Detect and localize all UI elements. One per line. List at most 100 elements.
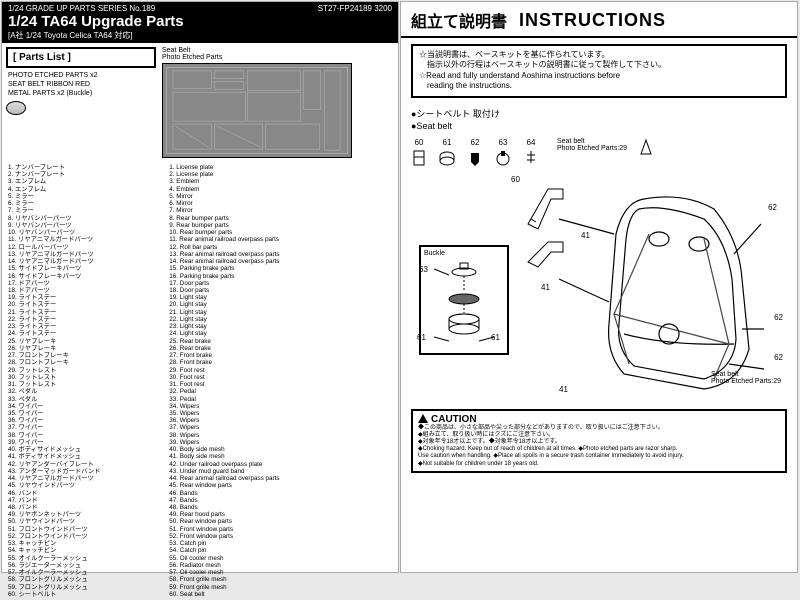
list-item: 19. Light stay bbox=[169, 294, 392, 301]
buckle-c63: 63 bbox=[419, 265, 428, 274]
list-item: 23. ライトステー bbox=[8, 323, 169, 330]
list-item: 9. Rear bumper parts bbox=[169, 222, 392, 229]
list-item: 10. Rear bumper parts bbox=[169, 229, 392, 236]
list-item: 29. フットレスト bbox=[8, 367, 169, 374]
part-64: 64 bbox=[523, 138, 539, 167]
list-item: 42. Under railroad overpass plate bbox=[169, 461, 392, 468]
list-item: 31. Foot rest bbox=[169, 381, 392, 388]
c41b: 41 bbox=[541, 283, 550, 292]
list-item: 25. リヤブレーキ bbox=[8, 338, 169, 345]
list-item: 2. License plate bbox=[169, 171, 392, 178]
list-item: 29. Foot rest bbox=[169, 367, 392, 374]
list-item: 20. ライトステー bbox=[8, 301, 169, 308]
list-item: 22. ライトステー bbox=[8, 316, 169, 323]
parts-list-box: [ Parts List ] bbox=[6, 47, 156, 68]
list-item: 28. フロントブレーキ bbox=[8, 359, 169, 366]
list-item: 34. Wipers bbox=[169, 403, 392, 410]
list-item: 27. フロントブレーキ bbox=[8, 352, 169, 359]
list-item: 59. フロントグリルメッシュ bbox=[8, 584, 169, 591]
list-item: 57. Oil cooler mesh bbox=[169, 569, 392, 576]
list-item: 39. ワイパー bbox=[8, 439, 169, 446]
list-item: 53. Catch pin bbox=[169, 540, 392, 547]
list-item: 9. リヤバンパーパーツ bbox=[8, 222, 169, 229]
c41a: 41 bbox=[581, 231, 590, 240]
part-61-icon bbox=[439, 149, 455, 167]
list-item: 19. ライトステー bbox=[8, 294, 169, 301]
list-item: 1. License plate bbox=[169, 164, 392, 171]
triangle-icon bbox=[639, 138, 653, 156]
buckle-c61b: 61 bbox=[491, 333, 500, 342]
list-item: 46. バンド bbox=[8, 490, 169, 497]
list-item: 38. Wipers bbox=[169, 432, 392, 439]
list-item: 6. Mirror bbox=[169, 200, 392, 207]
list-item: 60. シートベルト bbox=[8, 591, 169, 598]
list-item: 30. Foot rest bbox=[169, 374, 392, 381]
list-item: 43. Under mud guard band bbox=[169, 468, 392, 475]
right-en-title: INSTRUCTIONS bbox=[519, 10, 666, 31]
list-item: 34. ワイパー bbox=[8, 403, 169, 410]
list-item: 38. ワイパー bbox=[8, 432, 169, 439]
list-item: 50. Rear window parts bbox=[169, 518, 392, 525]
c62b: 62 bbox=[774, 313, 783, 322]
part-60: 60 bbox=[411, 138, 427, 167]
list-item: 26. リヤブレーキ bbox=[8, 345, 169, 352]
list-item: 26. Rear brake bbox=[169, 345, 392, 352]
etched-inner bbox=[166, 67, 348, 154]
section-labels: ●シートベルト 取付け ●Seat belt bbox=[401, 104, 797, 134]
diagram-area: 60 Buckle 63 61 61 bbox=[411, 175, 787, 405]
list-item: 11. Rear animal railroad overpass parts bbox=[169, 236, 392, 243]
list-item: 32. Pedal bbox=[169, 388, 392, 395]
list-item: 23. Light stay bbox=[169, 323, 392, 330]
section-jp: ●シートベルト 取付け bbox=[411, 107, 787, 120]
c41c: 41 bbox=[559, 385, 568, 394]
belt-area: Seat Belt Photo Etched Parts bbox=[156, 47, 394, 158]
note-box: ☆当説明書は、ベースキットを基に作られています。 指示以外の行程はベースキットの… bbox=[411, 44, 787, 98]
part-63-icon bbox=[495, 149, 511, 167]
callout-60: 60 bbox=[511, 175, 520, 184]
list-item: 58. フロントグリルメッシュ bbox=[8, 576, 169, 583]
list-item: 5. ミラー bbox=[8, 193, 169, 200]
list-item: 27. Front brake bbox=[169, 352, 392, 359]
caution-text: ◆この商品は、小さな部品や尖った部分などがありますので、取り扱いにはご注意下さい… bbox=[418, 425, 780, 468]
list-item: 16. Parking brake parts bbox=[169, 273, 392, 280]
list-item: 7. ミラー bbox=[8, 207, 169, 214]
list-item: 18. ドアパーツ bbox=[8, 287, 169, 294]
list-item: 49. Rear hood parts bbox=[169, 511, 392, 518]
parts-list-title: [ Parts List ] bbox=[13, 52, 149, 63]
list-item: 41. Body side mesh bbox=[169, 453, 392, 460]
list-item: 45. Rear window parts bbox=[169, 482, 392, 489]
list-item: 17. ドアパーツ bbox=[8, 280, 169, 287]
list-item: 40. ボディサイドメッシュ bbox=[8, 446, 169, 453]
list-item: 35. ワイパー bbox=[8, 410, 169, 417]
list-item: 12. ロールバーパーツ bbox=[8, 244, 169, 251]
list-item: 8. リヤバンパーパーツ bbox=[8, 215, 169, 222]
list-item: 24. ライトステー bbox=[8, 330, 169, 337]
list-item: 10. リヤバンパーパーツ bbox=[8, 229, 169, 236]
parts-list-items: PHOTO ETCHED PARTS x2 SEAT BELT RIBBON R… bbox=[6, 68, 156, 101]
caution-title: CAUTION bbox=[418, 414, 780, 425]
list-item: 21. Light stay bbox=[169, 309, 392, 316]
photo-etched-sheet bbox=[162, 63, 352, 158]
c62a: 62 bbox=[768, 203, 777, 212]
jp-column: 1. ナンバープレート2. ナンバープレート3. エンブレム4. エンブレム5.… bbox=[8, 164, 169, 598]
list-item: 48. Bands bbox=[169, 504, 392, 511]
list-item: 4. エンブレム bbox=[8, 186, 169, 193]
list-item: 3. Emblem bbox=[169, 178, 392, 185]
part-61: 61 bbox=[439, 138, 455, 167]
list-item: 46. Bands bbox=[169, 490, 392, 497]
list-item: 17. Door parts bbox=[169, 280, 392, 287]
en-column: 1. License plate2. License plate3. Emble… bbox=[169, 164, 392, 598]
list-item: 24. Light stay bbox=[169, 330, 392, 337]
list-item: 35. Wipers bbox=[169, 410, 392, 417]
list-item: 6. ミラー bbox=[8, 200, 169, 207]
list-item: 25. Rear brake bbox=[169, 338, 392, 345]
caution-box: CAUTION ◆この商品は、小さな部品や尖った部分などがありますので、取り扱い… bbox=[411, 409, 787, 473]
list-item: 22. Light stay bbox=[169, 316, 392, 323]
list-item: 55. オイルクーラーメッシュ bbox=[8, 555, 169, 562]
spool-icon bbox=[6, 101, 26, 115]
left-page: 1/24 GRADE UP PARTS SERIES No.189 ST27-F… bbox=[1, 1, 399, 573]
parts-row: 60 61 62 63 64 Seat belt Photo Etched Pa… bbox=[401, 134, 797, 171]
list-item: 42. リヤアンダーバイブレート bbox=[8, 461, 169, 468]
list-item: 20. Light stay bbox=[169, 301, 392, 308]
list-item: 11. リヤアニマルガードパーツ bbox=[8, 236, 169, 243]
